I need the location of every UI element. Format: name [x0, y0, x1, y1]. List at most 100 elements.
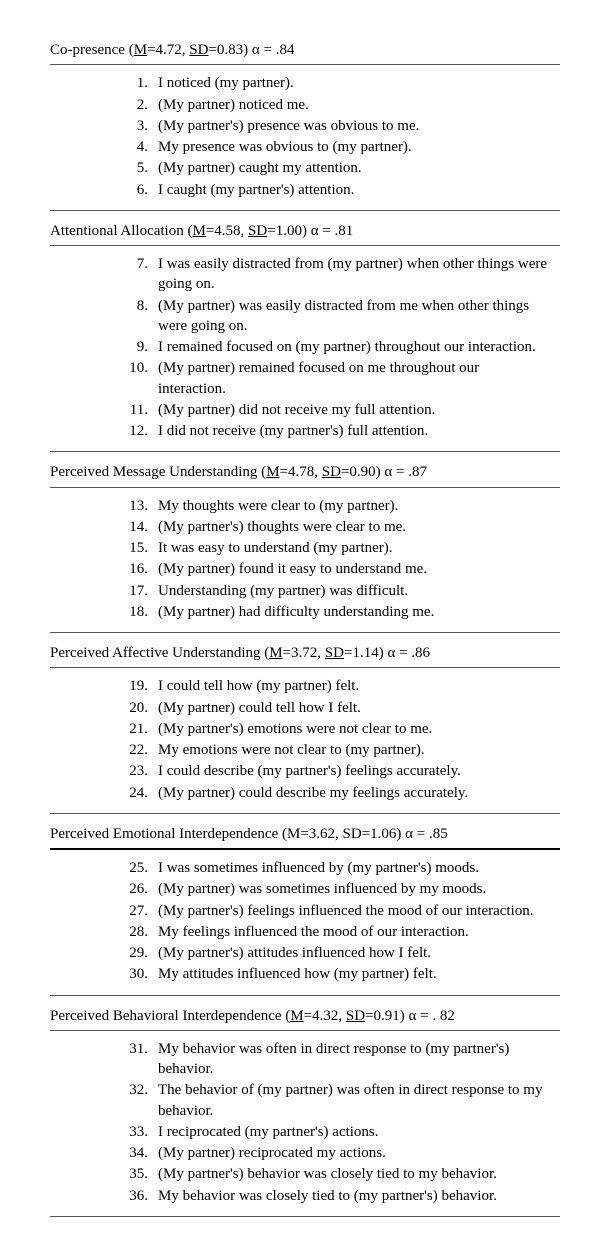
scale-section: Co-presence (M=4.72, SD=0.83) α = .841.I…: [50, 40, 560, 211]
item-number: 23.: [120, 761, 158, 781]
item-text: I was easily distracted from (my partner…: [158, 254, 560, 295]
item-number: 31.: [120, 1039, 158, 1080]
item-text: My emotions were not clear to (my partne…: [158, 740, 560, 760]
item-number: 24.: [120, 783, 158, 803]
divider: [50, 995, 560, 996]
item-text: It was easy to understand (my partner).: [158, 538, 560, 558]
list-item: 18.(My partner) had difficulty understan…: [120, 602, 560, 622]
scale-section: Perceived Behavioral Interdependence (M=…: [50, 1006, 560, 1217]
list-item: 16.(My partner) found it easy to underst…: [120, 559, 560, 579]
list-item: 25.I was sometimes influenced by (my par…: [120, 858, 560, 878]
item-text: (My partner) could describe my feelings …: [158, 783, 560, 803]
item-text: My behavior was often in direct response…: [158, 1039, 560, 1080]
item-text: My attitudes influenced how (my partner)…: [158, 964, 560, 984]
item-number: 36.: [120, 1186, 158, 1206]
item-number: 14.: [120, 517, 158, 537]
list-item: 8.(My partner) was easily distracted fro…: [120, 296, 560, 337]
list-item: 13.My thoughts were clear to (my partner…: [120, 496, 560, 516]
list-item: 4.My presence was obvious to (my partner…: [120, 137, 560, 157]
item-number: 21.: [120, 719, 158, 739]
item-text: (My partner) reciprocated my actions.: [158, 1143, 560, 1163]
list-item: 15.It was easy to understand (my partner…: [120, 538, 560, 558]
list-item: 30.My attitudes influenced how (my partn…: [120, 964, 560, 984]
section-title: Co-presence (M=4.72, SD=0.83) α = .84: [50, 40, 560, 60]
list-item: 32.The behavior of (my partner) was ofte…: [120, 1080, 560, 1121]
item-text: My presence was obvious to (my partner).: [158, 137, 560, 157]
list-item: 31.My behavior was often in direct respo…: [120, 1039, 560, 1080]
item-number: 7.: [120, 254, 158, 295]
list-item: 26.(My partner) was sometimes influenced…: [120, 879, 560, 899]
item-text: (My partner) noticed me.: [158, 95, 560, 115]
list-item: 27.(My partner's) feelings influenced th…: [120, 901, 560, 921]
list-item: 14.(My partner's) thoughts were clear to…: [120, 517, 560, 537]
item-text: My thoughts were clear to (my partner).: [158, 496, 560, 516]
item-text: I caught (my partner's) attention.: [158, 180, 560, 200]
item-text: (My partner) was easily distracted from …: [158, 296, 560, 337]
divider: [50, 1030, 560, 1031]
item-text: My behavior was closely tied to (my part…: [158, 1186, 560, 1206]
item-number: 30.: [120, 964, 158, 984]
divider: [50, 813, 560, 814]
item-text: (My partner) could tell how I felt.: [158, 698, 560, 718]
item-text: I could describe (my partner's) feelings…: [158, 761, 560, 781]
item-text: (My partner) remained focused on me thro…: [158, 358, 560, 399]
divider: [50, 245, 560, 246]
item-number: 32.: [120, 1080, 158, 1121]
list-item: 22.My emotions were not clear to (my par…: [120, 740, 560, 760]
item-text: (My partner's) feelings influenced the m…: [158, 901, 560, 921]
list-item: 1.I noticed (my partner).: [120, 73, 560, 93]
section-title: Perceived Affective Understanding (M=3.7…: [50, 643, 560, 663]
item-text: (My partner's) thoughts were clear to me…: [158, 517, 560, 537]
item-number: 25.: [120, 858, 158, 878]
scale-section: Perceived Emotional Interdependence (M=3…: [50, 824, 560, 996]
item-text: (My partner) had difficulty understandin…: [158, 602, 560, 622]
divider: [50, 1216, 560, 1217]
item-number: 10.: [120, 358, 158, 399]
list-item: 2.(My partner) noticed me.: [120, 95, 560, 115]
item-text: I remained focused on (my partner) throu…: [158, 337, 560, 357]
item-number: 22.: [120, 740, 158, 760]
section-title: Perceived Message Understanding (M=4.78,…: [50, 462, 560, 482]
list-item: 28.My feelings influenced the mood of ou…: [120, 922, 560, 942]
item-number: 26.: [120, 879, 158, 899]
item-number: 16.: [120, 559, 158, 579]
document-root: Co-presence (M=4.72, SD=0.83) α = .841.I…: [50, 40, 560, 1217]
list-item: 24.(My partner) could describe my feelin…: [120, 783, 560, 803]
list-item: 10.(My partner) remained focused on me t…: [120, 358, 560, 399]
divider: [50, 64, 560, 65]
item-number: 1.: [120, 73, 158, 93]
item-text: Understanding (my partner) was difficult…: [158, 581, 560, 601]
divider: [50, 487, 560, 488]
divider: [50, 210, 560, 211]
item-text: I reciprocated (my partner's) actions.: [158, 1122, 560, 1142]
item-number: 12.: [120, 421, 158, 441]
item-text: The behavior of (my partner) was often i…: [158, 1080, 560, 1121]
list-item: 6.I caught (my partner's) attention.: [120, 180, 560, 200]
item-number: 13.: [120, 496, 158, 516]
scale-section: Perceived Message Understanding (M=4.78,…: [50, 462, 560, 633]
list-item: 12.I did not receive (my partner's) full…: [120, 421, 560, 441]
item-number: 35.: [120, 1164, 158, 1184]
list-item: 33.I reciprocated (my partner's) actions…: [120, 1122, 560, 1142]
item-number: 34.: [120, 1143, 158, 1163]
item-text: I could tell how (my partner) felt.: [158, 676, 560, 696]
items-block: 1.I noticed (my partner).2.(My partner) …: [50, 73, 560, 200]
list-item: 36.My behavior was closely tied to (my p…: [120, 1186, 560, 1206]
divider: [50, 451, 560, 452]
item-number: 33.: [120, 1122, 158, 1142]
list-item: 11.(My partner) did not receive my full …: [120, 400, 560, 420]
item-text: (My partner's) behavior was closely tied…: [158, 1164, 560, 1184]
list-item: 9.I remained focused on (my partner) thr…: [120, 337, 560, 357]
items-block: 31.My behavior was often in direct respo…: [50, 1039, 560, 1206]
item-text: (My partner's) attitudes influenced how …: [158, 943, 560, 963]
item-text: I was sometimes influenced by (my partne…: [158, 858, 560, 878]
list-item: 29.(My partner's) attitudes influenced h…: [120, 943, 560, 963]
list-item: 21.(My partner's) emotions were not clea…: [120, 719, 560, 739]
item-number: 15.: [120, 538, 158, 558]
item-number: 2.: [120, 95, 158, 115]
list-item: 20.(My partner) could tell how I felt.: [120, 698, 560, 718]
item-text: (My partner) was sometimes influenced by…: [158, 879, 560, 899]
item-text: (My partner) found it easy to understand…: [158, 559, 560, 579]
divider: [50, 848, 560, 850]
item-text: I did not receive (my partner's) full at…: [158, 421, 560, 441]
